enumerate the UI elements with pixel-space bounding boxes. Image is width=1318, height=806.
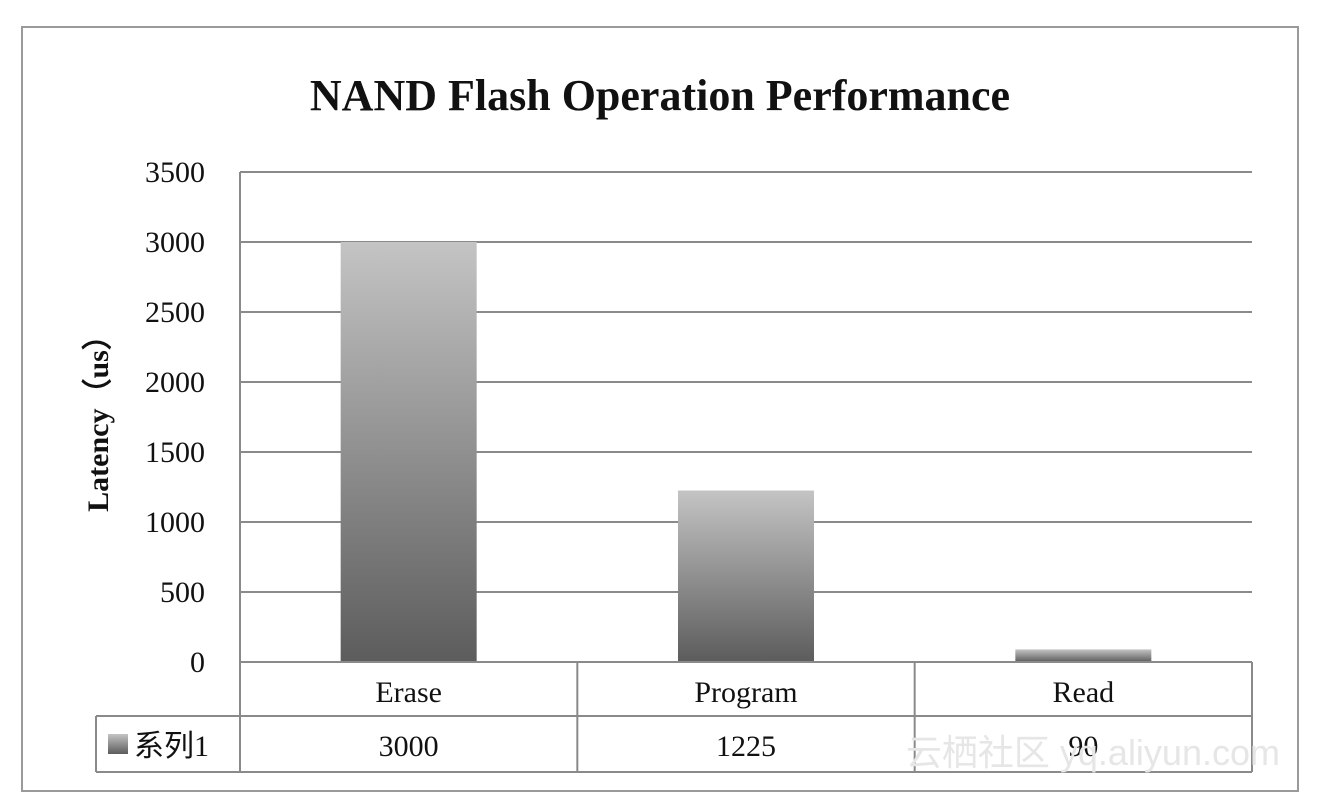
legend-series-label: 系列1 [134,730,209,763]
y-tick-label: 2000 [145,366,205,399]
bar-read [1015,649,1152,662]
bar-erase [340,242,477,662]
data-label: 90 [1068,730,1098,763]
y-tick-label: 2500 [145,296,205,329]
x-category-label: Read [1053,676,1115,709]
chart-frame [21,26,1299,792]
legend-swatch [108,734,128,754]
y-tick-labels: 0 500 1000 1500 2000 2500 3000 3500 [145,156,205,679]
data-label: 3000 [379,730,439,763]
chart-title: NAND Flash Operation Performance [310,71,1010,120]
x-category-label: Erase [375,676,442,709]
bar-program [678,490,814,662]
y-tick-label: 0 [190,646,205,679]
y-axis-label: Latency（us） [81,320,115,512]
bars [340,242,1152,662]
y-tick-label: 3000 [145,226,205,259]
data-table: Erase Program Read 3000 1225 90 系列1 [95,661,1253,773]
y-tick-label: 1500 [145,436,205,469]
x-category-label: Program [694,676,797,709]
data-label: 1225 [716,730,776,763]
watermark: 云栖社区 yq.aliyun.com [906,732,1280,773]
y-tick-label: 500 [160,576,205,609]
y-tick-label: 1000 [145,506,205,539]
y-tick-label: 3500 [145,156,205,189]
